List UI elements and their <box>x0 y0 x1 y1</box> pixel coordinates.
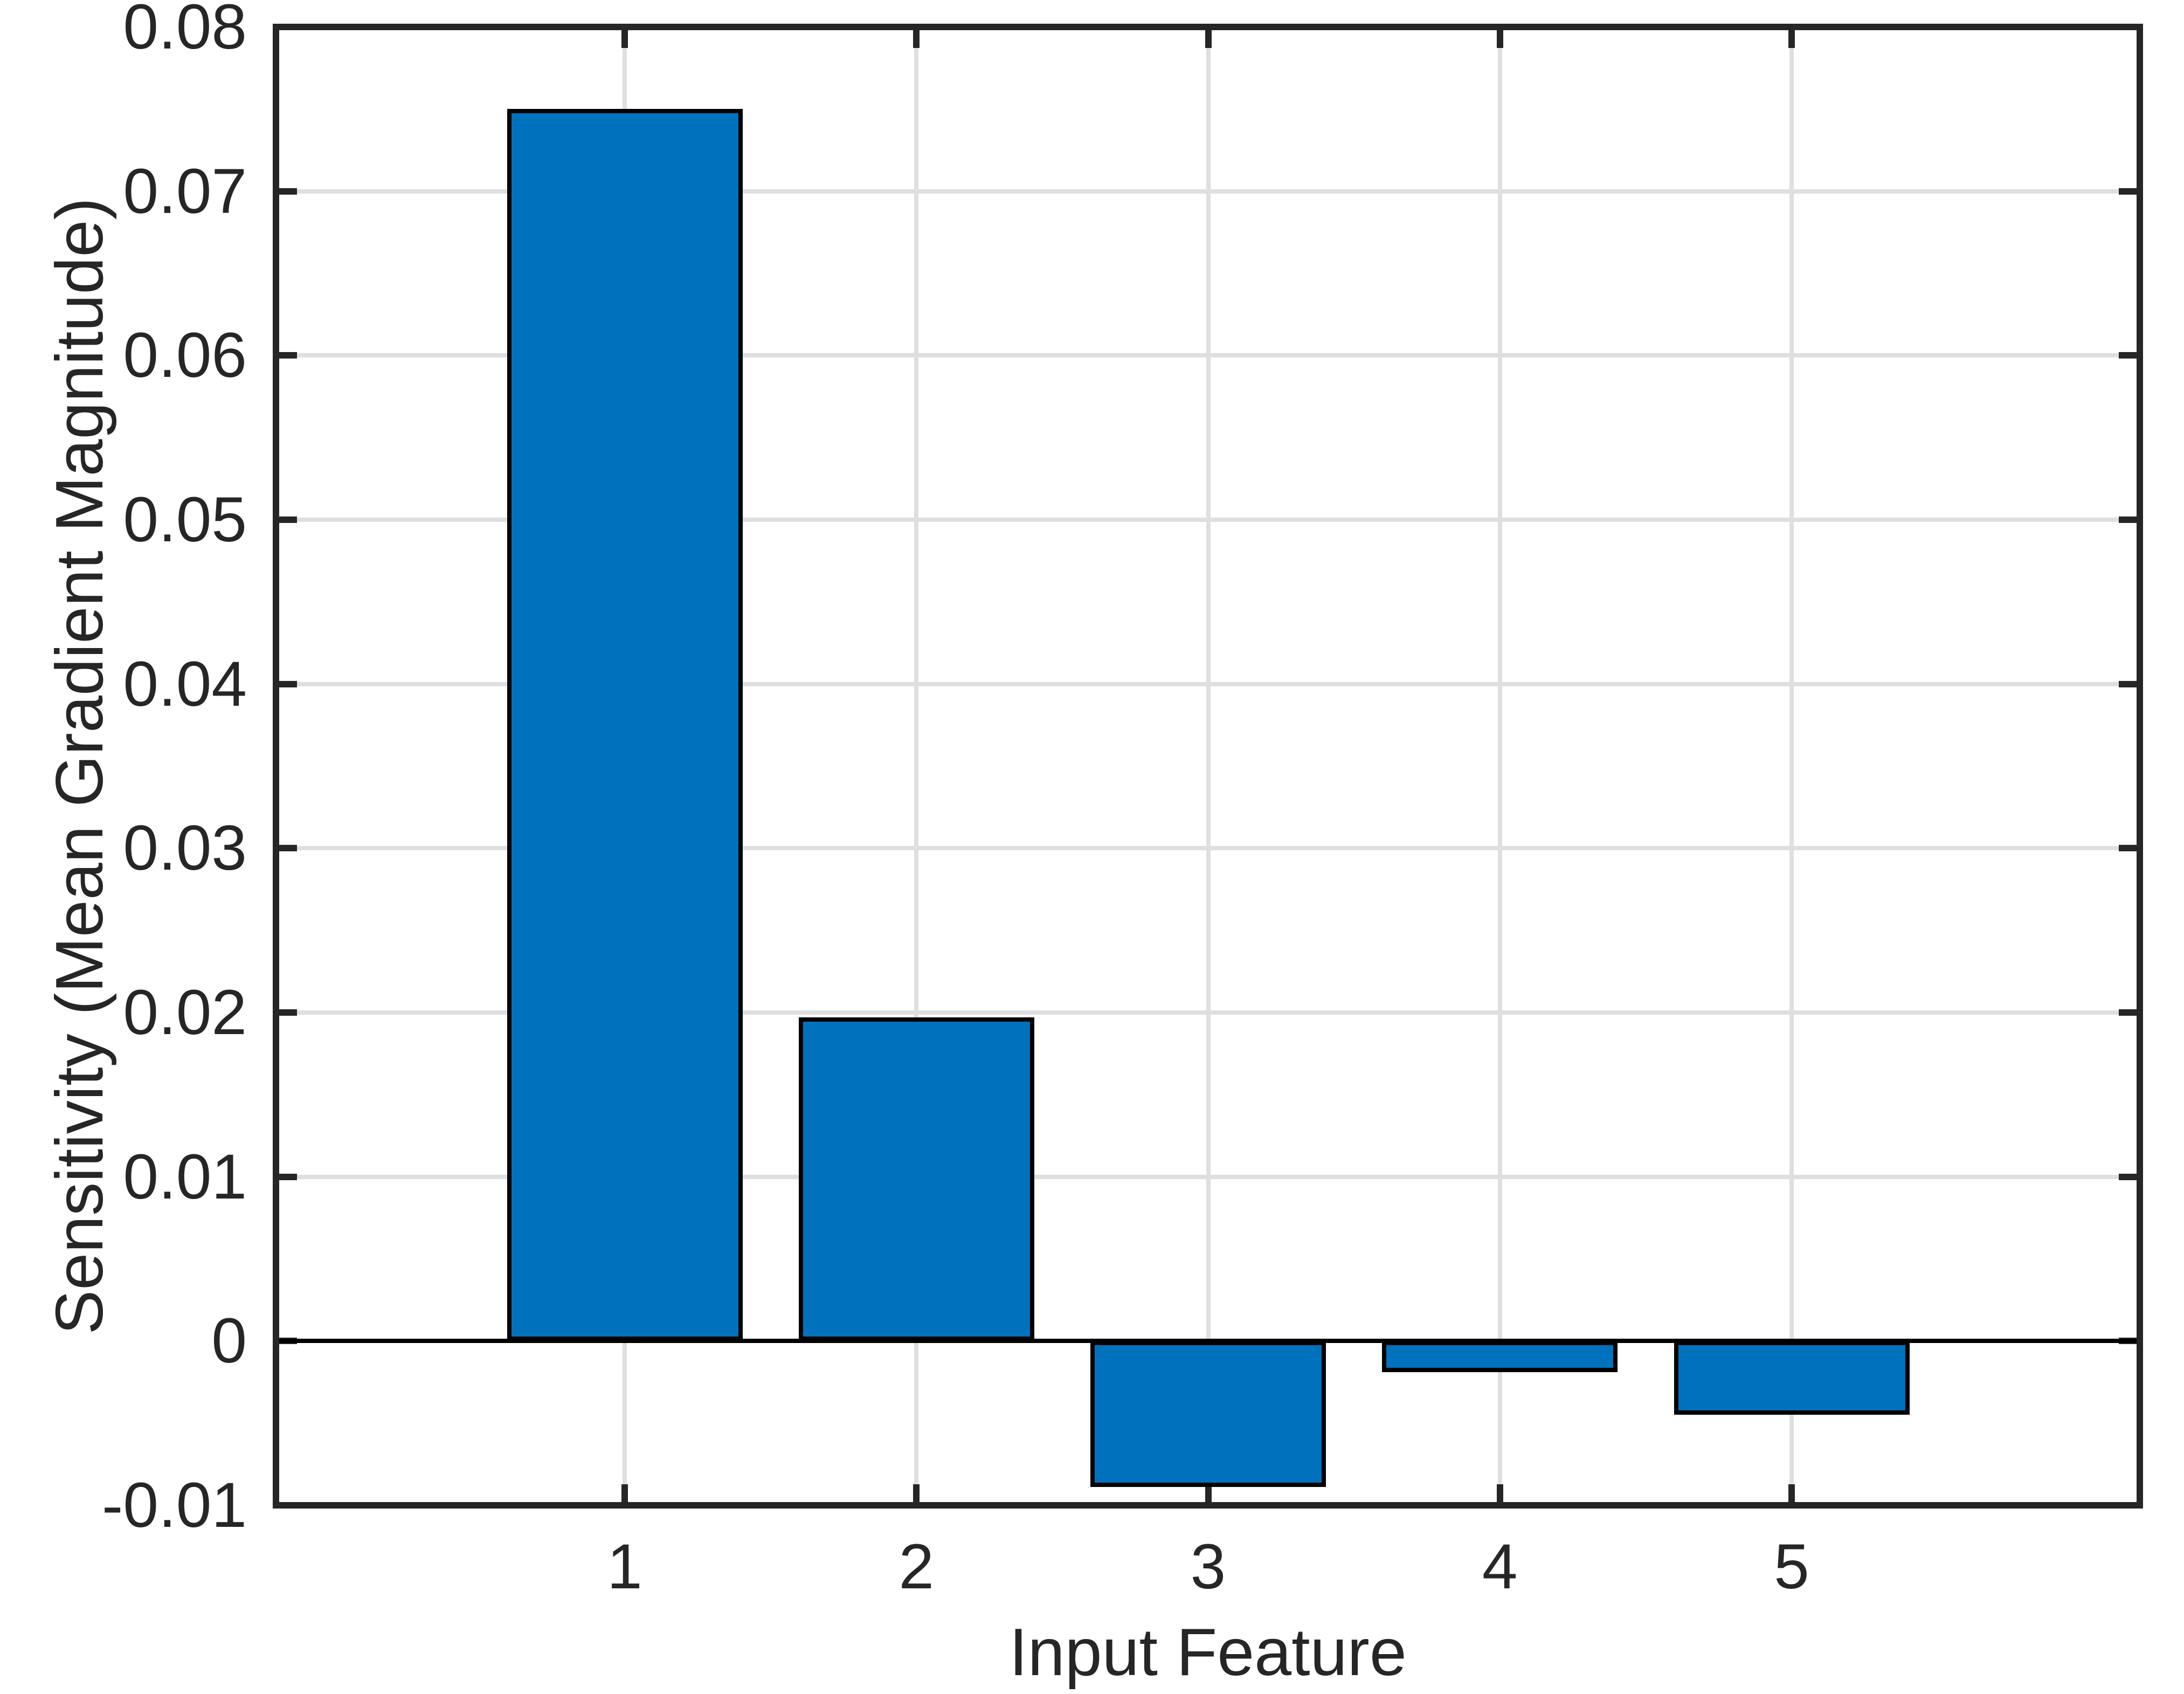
y-tick-mark-left <box>279 517 297 523</box>
x-tick-mark-top <box>621 30 628 48</box>
y-tick-label: 0 <box>211 1305 247 1377</box>
y-tick-label: 0.04 <box>123 648 247 720</box>
x-tick-label: 3 <box>1190 1531 1226 1602</box>
x-tick-mark-bottom <box>913 1484 920 1502</box>
x-tick-label: 1 <box>607 1531 642 1602</box>
y-tick-mark-right <box>2119 1173 2137 1180</box>
y-tick-mark-left <box>279 1009 297 1016</box>
gridline-vertical <box>1789 30 1794 1502</box>
y-tick-mark-left <box>279 1502 297 1509</box>
y-tick-label: -0.01 <box>102 1470 247 1541</box>
y-tick-mark-right <box>2119 680 2137 687</box>
y-tick-label: 0.01 <box>123 1141 247 1213</box>
y-tick-label: 0.07 <box>123 155 247 227</box>
bar-feature-3 <box>1090 1341 1326 1488</box>
y-tick-mark-right <box>2119 1009 2137 1016</box>
y-tick-mark-left <box>279 1173 297 1180</box>
y-tick-label: 0.03 <box>123 812 247 884</box>
y-tick-mark-right <box>2119 845 2137 852</box>
y-axis-label: Sensitivity (Mean Gradient Magnitude) <box>43 197 117 1335</box>
gridline-vertical <box>1497 30 1502 1502</box>
y-tick-mark-right <box>2119 517 2137 523</box>
y-tick-mark-right <box>2119 188 2137 195</box>
y-tick-mark-right <box>2119 1502 2137 1509</box>
y-tick-mark-right <box>2119 352 2137 359</box>
x-tick-mark-bottom <box>1205 1484 1212 1502</box>
bar-feature-5 <box>1674 1341 1910 1415</box>
y-tick-mark-left <box>279 680 297 687</box>
x-axis-label: Input Feature <box>1009 1615 1407 1690</box>
zero-baseline <box>279 1339 2137 1344</box>
y-tick-label: 0.02 <box>123 977 247 1048</box>
x-tick-mark-top <box>1205 30 1212 48</box>
x-tick-mark-top <box>1788 30 1795 48</box>
x-tick-label: 5 <box>1774 1531 1809 1602</box>
y-tick-label: 0.06 <box>123 320 247 391</box>
y-tick-mark-left <box>279 188 297 195</box>
x-tick-mark-bottom <box>621 1484 628 1502</box>
y-tick-label: 0.08 <box>123 0 247 63</box>
gridline-vertical <box>1206 30 1211 1502</box>
gridline-vertical <box>914 30 919 1502</box>
x-tick-mark-bottom <box>1788 1484 1795 1502</box>
y-tick-label: 0.05 <box>123 484 247 555</box>
y-tick-mark-left <box>279 352 297 359</box>
x-tick-label: 2 <box>899 1531 935 1602</box>
y-tick-mark-left <box>279 845 297 852</box>
x-tick-mark-top <box>1496 30 1503 48</box>
y-tick-mark-right <box>2119 24 2137 30</box>
bar-feature-4 <box>1382 1341 1618 1373</box>
bar-feature-2 <box>798 1017 1034 1341</box>
x-tick-mark-bottom <box>1496 1484 1503 1502</box>
bar-feature-1 <box>507 109 743 1341</box>
x-tick-mark-top <box>913 30 920 48</box>
x-tick-label: 4 <box>1482 1531 1518 1602</box>
y-tick-mark-left <box>279 24 297 30</box>
